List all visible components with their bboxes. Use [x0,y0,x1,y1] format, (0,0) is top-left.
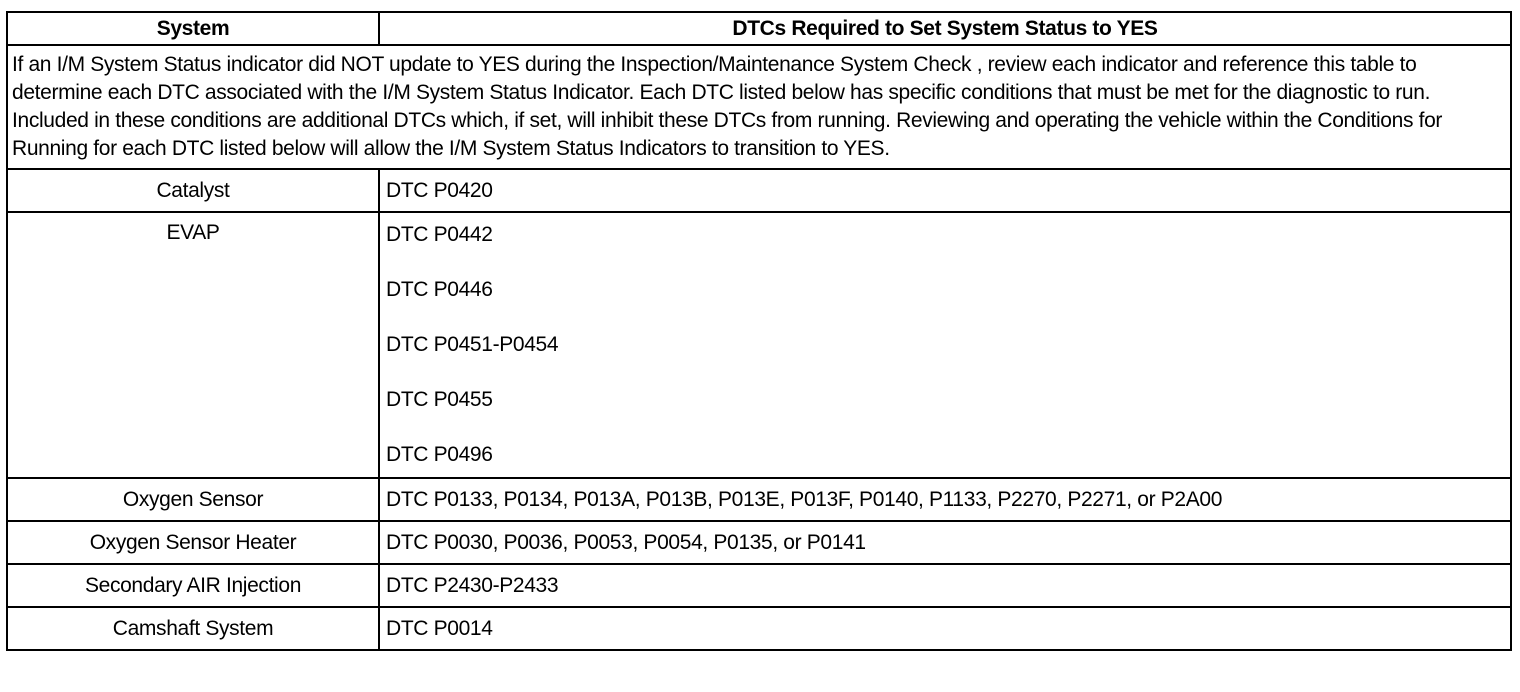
dtc-cell: DTC P0133, P0134, P013A, P013B, P013E, P… [378,477,1512,522]
dtc-cell: DTC P0030, P0036, P0053, P0054, P0135, o… [378,520,1512,565]
header-row: System DTCs Required to Set System Statu… [6,11,1512,46]
dtc-item: DTC P0451-P0454 [386,333,559,356]
system-cell: Secondary AIR Injection [6,563,380,608]
system-cell: Oxygen Sensor [6,477,380,522]
system-cell: Camshaft System [6,606,380,651]
table-row: EVAP DTC P0442 DTC P0446 DTC P0451-P0454… [6,211,1512,479]
system-cell: EVAP [6,211,380,479]
dtc-item: DTC P0446 [386,278,493,301]
dtc-item: DTC P0455 [386,388,493,411]
system-cell: Catalyst [6,168,380,213]
dtc-cell: DTC P2430-P2433 [378,563,1512,608]
intro-text: If an I/M System Status indicator did NO… [6,44,1512,170]
dtc-item: DTC P0442 [386,223,493,246]
dtc-cell: DTC P0420 [378,168,1512,213]
table-row: Catalyst DTC P0420 [6,168,1512,213]
system-cell: Oxygen Sensor Heater [6,520,380,565]
dtc-system-status-table: System DTCs Required to Set System Statu… [6,11,1512,651]
header-system: System [6,11,380,46]
header-dtcs: DTCs Required to Set System Status to YE… [378,11,1512,46]
table-row: Oxygen Sensor DTC P0133, P0134, P013A, P… [6,477,1512,522]
table-row: Secondary AIR Injection DTC P2430-P2433 [6,563,1512,608]
dtc-item: DTC P0496 [386,443,493,466]
table-row: Oxygen Sensor Heater DTC P0030, P0036, P… [6,520,1512,565]
dtc-cell: DTC P0442 DTC P0446 DTC P0451-P0454 DTC … [378,211,1512,479]
table-row: Camshaft System DTC P0014 [6,606,1512,651]
dtc-cell: DTC P0014 [378,606,1512,651]
intro-row: If an I/M System Status indicator did NO… [6,44,1512,170]
